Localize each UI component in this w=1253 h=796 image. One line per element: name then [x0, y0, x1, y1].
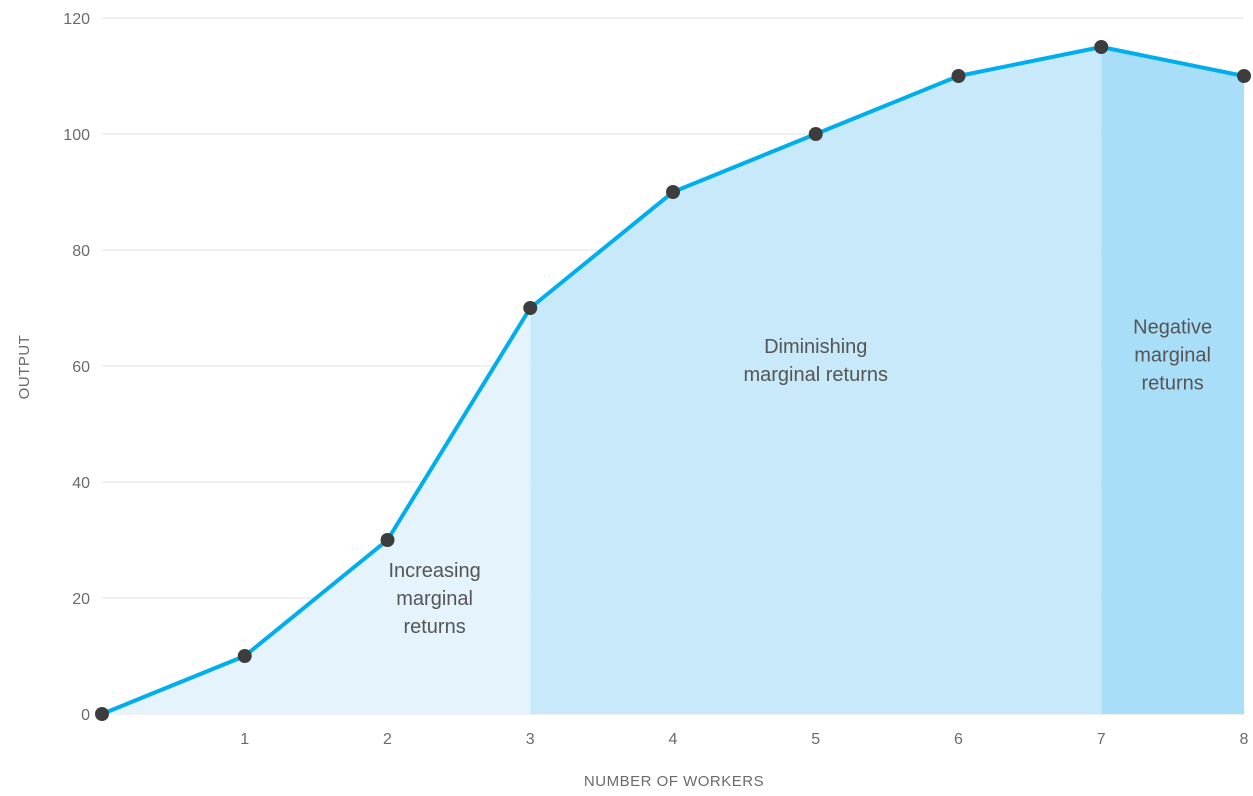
data-point-0 [95, 707, 109, 721]
region-label-increasing-line-0: Increasing [388, 560, 480, 582]
region-increasing-fill [102, 308, 531, 714]
x-tick-label-7: 8 [1240, 731, 1249, 748]
region-label-increasing-line-1: marginal [396, 588, 473, 610]
x-tick-label-5: 6 [954, 731, 963, 748]
region-label-increasing: Increasing marginal returns [388, 560, 480, 638]
x-tick-label-4: 5 [811, 731, 820, 748]
region-label-diminishing-line-0: Diminishing [764, 336, 867, 358]
data-point-5 [808, 127, 823, 141]
y-tick-label-4: 80 [72, 243, 90, 260]
region-label-negative: Negative marginal returns [1133, 316, 1212, 394]
data-point-7 [1094, 40, 1109, 54]
data-point-8 [1237, 69, 1251, 83]
y-tick-label-1: 20 [72, 591, 90, 608]
data-point-1 [237, 649, 252, 663]
data-point-3 [523, 301, 538, 315]
data-point-4 [666, 185, 680, 199]
x-axis-title: NUMBER OF WORKERS [584, 773, 764, 790]
x-tick-label-6: 7 [1097, 731, 1106, 748]
x-tick-label-3: 4 [669, 731, 678, 748]
region-fills [102, 47, 1244, 714]
data-point-2 [380, 533, 395, 547]
region-label-negative-line-0: Negative [1133, 316, 1212, 338]
y-tick-label-2: 40 [72, 475, 90, 492]
data-points [95, 40, 1251, 721]
region-label-negative-line-1: marginal [1134, 344, 1211, 366]
y-tick-label-3: 60 [72, 359, 90, 376]
y-axis-title: OUTPUT [16, 335, 33, 400]
region-label-diminishing-line-1: marginal returns [743, 364, 888, 386]
region-negative-fill [1101, 47, 1244, 714]
region-labels: Increasing marginal returns Diminishing marg… [388, 316, 1212, 638]
x-tick-label-1: 2 [383, 731, 392, 748]
data-point-6 [951, 69, 966, 83]
region-label-negative-line-2: returns [1142, 372, 1204, 394]
y-tick-label-5: 100 [63, 127, 90, 144]
region-diminishing-fill [530, 47, 1102, 714]
region-label-increasing-line-2: returns [403, 616, 465, 638]
y-tick-label-6: 120 [63, 11, 90, 28]
y-tick-label-0: 0 [81, 707, 90, 724]
region-label-diminishing: Diminishing marginal returns [743, 336, 888, 386]
x-tick-labels: 1 2 3 4 5 6 7 8 [240, 731, 1248, 748]
x-tick-label-2: 3 [526, 731, 535, 748]
x-tick-label-0: 1 [240, 731, 249, 748]
y-tick-labels: 0 20 40 60 80 100 120 [63, 11, 90, 724]
